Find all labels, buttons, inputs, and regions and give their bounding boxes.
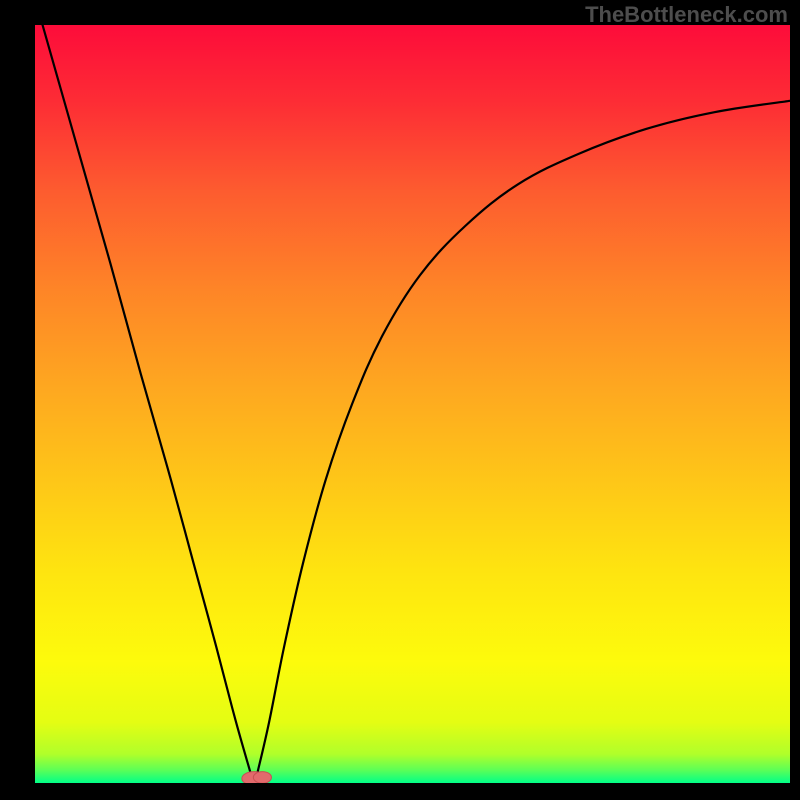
bottleneck-curve [35,25,790,783]
watermark-text: TheBottleneck.com [585,2,788,28]
curve-right-branch [258,101,790,772]
chart-plot-area [35,25,790,783]
curve-left-branch [43,25,251,772]
minimum-marker-lobe [253,772,271,783]
